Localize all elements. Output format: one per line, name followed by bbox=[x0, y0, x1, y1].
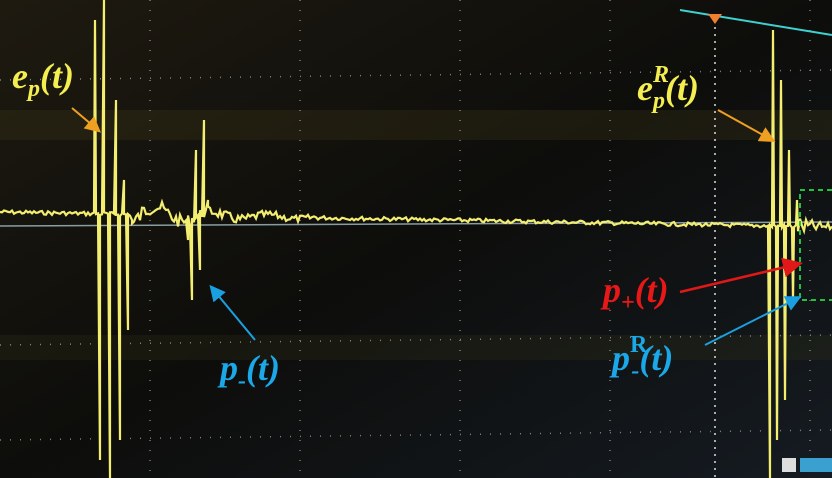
glare-band bbox=[0, 335, 832, 360]
label-sup: R bbox=[652, 62, 669, 88]
label-tail: (t) bbox=[639, 338, 673, 378]
screen-button bbox=[782, 458, 796, 472]
label-base: e bbox=[12, 56, 28, 96]
label-base: p bbox=[609, 338, 630, 378]
trigger-marker bbox=[708, 14, 722, 24]
label-base: p bbox=[600, 270, 621, 310]
screen-button bbox=[800, 458, 832, 472]
screen-edge bbox=[679, 9, 832, 36]
label-base: e bbox=[637, 68, 653, 108]
arrow bbox=[704, 296, 802, 346]
label-sup: R bbox=[630, 332, 648, 358]
label-base: p bbox=[217, 348, 238, 388]
label-sub: p bbox=[651, 88, 665, 114]
arrow bbox=[209, 284, 256, 341]
label-sub: + bbox=[621, 290, 635, 316]
label: p+(t) bbox=[600, 270, 669, 316]
label: p-(t) bbox=[217, 348, 280, 394]
label-sub: - bbox=[238, 368, 246, 394]
label: eR p(t) bbox=[637, 62, 699, 114]
label-tail: (t) bbox=[635, 270, 669, 310]
arrow bbox=[71, 107, 102, 133]
arrow bbox=[717, 109, 776, 142]
label: ep(t) bbox=[12, 56, 74, 102]
glare-band bbox=[0, 110, 832, 140]
label-sub: - bbox=[631, 358, 639, 384]
label-tail: (t) bbox=[665, 68, 699, 108]
arrow bbox=[679, 257, 803, 294]
label-tail: (t) bbox=[246, 348, 280, 388]
label: pR -(t) bbox=[609, 332, 673, 384]
label-tail: (t) bbox=[40, 56, 74, 96]
label-sub: p bbox=[26, 76, 40, 102]
